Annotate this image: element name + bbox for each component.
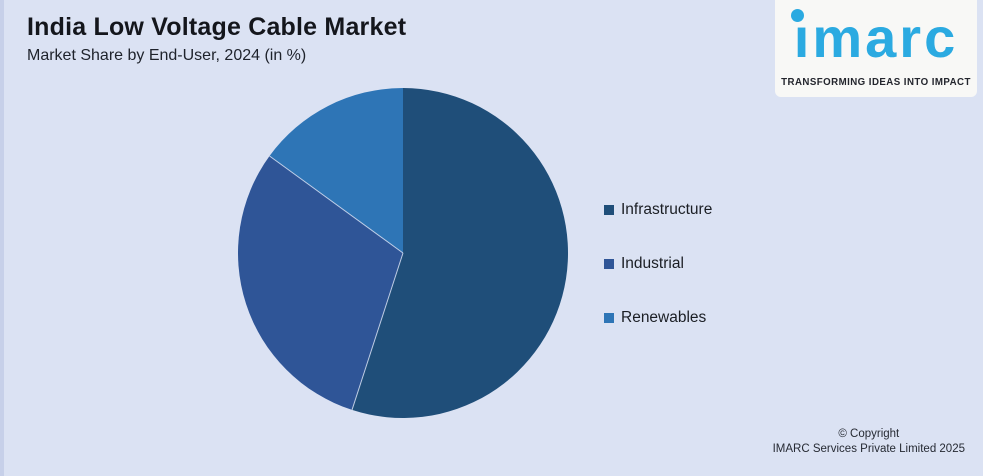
legend-item-renewables: Renewables <box>604 308 712 327</box>
imarc-logo-text: ımarc <box>793 6 959 69</box>
pie-slice-infrastructure <box>352 88 569 418</box>
legend-item-infrastructure: Infrastructure <box>604 200 712 219</box>
imarc-logo-tagline: TRANSFORMING IDEAS INTO IMPACT <box>781 77 971 88</box>
left-edge-strip <box>0 0 4 476</box>
copyright-line1: © Copyright <box>838 428 900 440</box>
pie-chart-area <box>237 87 569 419</box>
imarc-logo-dot-icon <box>791 9 804 22</box>
pie-slice-divider <box>269 155 404 254</box>
legend-label: Industrial <box>621 255 684 272</box>
pie-slice-industrial <box>238 156 403 410</box>
pie-slice-divider <box>351 252 404 411</box>
legend-label: Renewables <box>621 309 707 326</box>
copyright-line2: IMARC Services Private Limited 2025 <box>772 443 965 455</box>
legend-swatch <box>604 312 614 323</box>
header: India Low Voltage Cable Market Market Sh… <box>27 12 406 66</box>
page-subtitle: Market Share by End-User, 2024 (in %) <box>27 47 307 64</box>
legend-swatch <box>604 258 614 269</box>
page-title: India Low Voltage Cable Market <box>27 13 407 41</box>
copyright-notice: © Copyright IMARC Services Private Limit… <box>773 427 965 457</box>
pie-chart <box>238 88 569 418</box>
legend-item-industrial: Industrial <box>604 254 712 273</box>
legend-label: Infrastructure <box>621 201 713 218</box>
pie-slice-renewables <box>269 88 403 253</box>
chart-legend: Infrastructure Industrial Renewables <box>604 200 712 362</box>
imarc-logo: ımarc TRANSFORMING IDEAS INTO IMPACT <box>775 0 977 97</box>
legend-swatch <box>604 204 614 215</box>
